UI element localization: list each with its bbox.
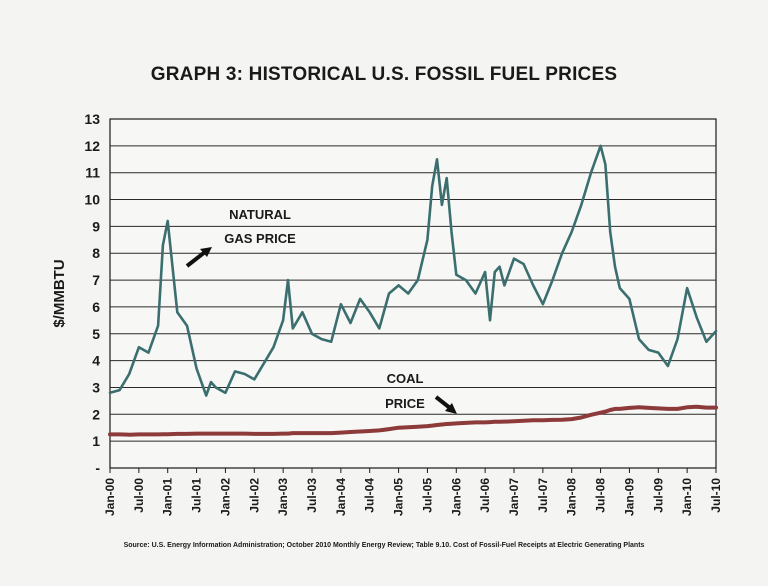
- y-tick-label: 9: [92, 218, 100, 234]
- x-tick-label: Jul-07: [536, 478, 550, 513]
- x-tick-label: Jan-02: [218, 478, 232, 516]
- x-tick-label: Jul-00: [132, 478, 146, 513]
- x-axis-ticks: Jan-00 Jul-00 Jan-01 Jul-01 Jan-02 Jul-02 Jan-…: [103, 468, 723, 516]
- grid-lines: [110, 145, 716, 442]
- x-tick-label: Jan-10: [680, 478, 694, 516]
- annotation-arrowhead: [445, 403, 457, 414]
- x-tick-label: Jan-04: [334, 478, 348, 516]
- x-tick-label: Jan-05: [392, 478, 406, 516]
- y-tick-label: 4: [92, 353, 100, 369]
- y-tick-label: 2: [92, 406, 100, 422]
- natural-gas-annotation: NATURAL: [229, 207, 291, 222]
- y-tick-label: 11: [85, 165, 100, 181]
- y-tick-label: 1: [92, 433, 100, 449]
- y-tick-label: 10: [84, 192, 100, 208]
- x-tick-label: Jul-01: [190, 478, 204, 513]
- natural-gas-line: [108, 144, 718, 397]
- source-note: Source: U.S. Energy Information Administ…: [123, 542, 645, 549]
- annotation-arrow: [185, 250, 207, 268]
- y-tick-label: 8: [92, 245, 100, 261]
- x-tick-label: Jan-08: [565, 478, 579, 516]
- x-tick-label: Jul-05: [420, 478, 434, 513]
- y-tick-label: 5: [92, 326, 100, 342]
- x-tick-label: Jul-06: [478, 478, 492, 513]
- y-tick-label: 12: [84, 138, 100, 154]
- x-tick-label: Jul-03: [305, 478, 319, 513]
- y-tick-label: 7: [92, 272, 100, 288]
- chart-title: GRAPH 3: HISTORICAL U.S. FOSSIL FUEL PRI…: [150, 64, 618, 85]
- x-tick-label: Jul-09: [651, 478, 665, 513]
- x-tick-label: Jul-10: [709, 478, 723, 513]
- y-axis-label: $/MMBTU: [51, 259, 68, 327]
- y-tick-label: 6: [92, 299, 100, 315]
- coal-annotation: COAL: [387, 371, 424, 386]
- x-tick-label: Jan-06: [449, 478, 463, 516]
- x-tick-label: Jul-04: [363, 478, 377, 513]
- x-tick-label: Jan-01: [161, 478, 175, 516]
- annotation-layer: NATURAL GAS PRICE COAL PRICE: [185, 207, 457, 414]
- annotation-arrowhead: [200, 247, 212, 257]
- coal-annotation: PRICE: [385, 396, 425, 411]
- x-tick-label: Jan-00: [103, 478, 117, 516]
- x-tick-label: Jan-09: [622, 478, 636, 516]
- x-tick-label: Jan-03: [276, 478, 290, 516]
- x-tick-label: Jul-02: [247, 478, 261, 513]
- y-tick-label: -: [95, 460, 100, 476]
- coal-line: [108, 404, 718, 437]
- y-tick-label: 13: [84, 111, 100, 127]
- natural-gas-annotation: GAS PRICE: [224, 231, 296, 246]
- x-tick-label: Jul-08: [594, 478, 608, 513]
- x-tick-label: Jan-07: [507, 478, 521, 516]
- series-layer: [108, 144, 718, 437]
- y-tick-label: 3: [92, 379, 100, 395]
- annotation-arrow: [434, 395, 452, 410]
